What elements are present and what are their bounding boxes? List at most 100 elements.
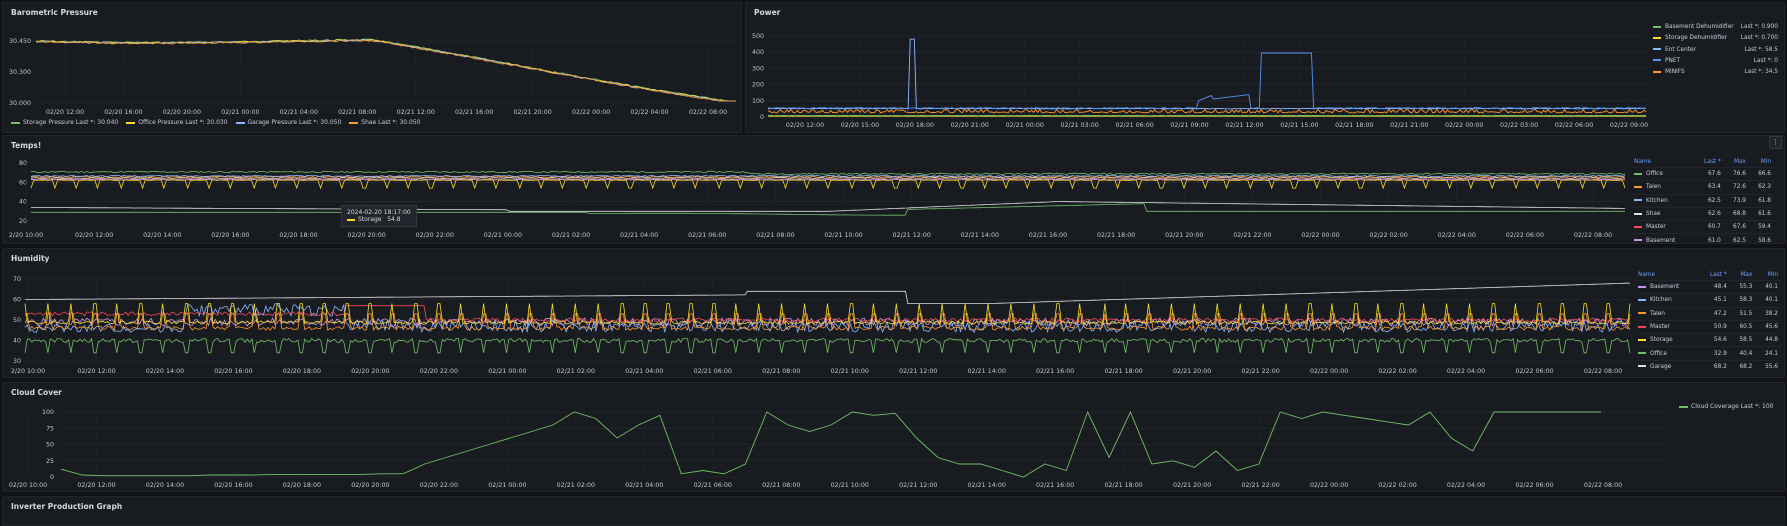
legend-swatch (1653, 26, 1661, 28)
pressure-series-line (36, 39, 736, 101)
x-tick-label: 02/20 18:00 (283, 482, 321, 489)
legend-item[interactable]: Garage Pressure Last *: 30.050 (236, 119, 342, 126)
legend-max-value: 60.5 (1730, 320, 1756, 333)
legend-series-name: Shae (1646, 211, 1660, 217)
x-tick-label: 02/22 06:00 (1555, 122, 1593, 129)
legend-item[interactable]: Cloud Coverage Last *: 100 (1679, 403, 1774, 410)
x-tick-label: 02/22 06:00 (1515, 368, 1553, 375)
x-tick-label: 02/22 02:00 (1378, 368, 1416, 375)
legend-item[interactable]: Storage Pressure Last *: 30.040 (11, 119, 118, 126)
legend-swatch (1653, 59, 1661, 61)
x-tick-label: 02/21 08:00 (756, 232, 794, 239)
x-tick-label: 02/20 12:00 (786, 122, 824, 129)
tooltip-value: 54.8 (387, 216, 400, 223)
x-tick-label: 02/21 06:00 (688, 232, 726, 239)
x-tick-label: 02/22 03:00 (1500, 122, 1538, 129)
x-tick-label: 02/21 09:00 (1170, 122, 1208, 129)
legend-series-name: Master (1650, 324, 1670, 330)
x-tick-label: 02/21 12:00 (397, 109, 435, 116)
legend-max-value: 73.9 (1724, 194, 1749, 207)
legend-max-value: 68.2 (1730, 360, 1756, 373)
tooltip-swatch (347, 219, 355, 221)
x-tick-label: 02/21 00:00 (221, 109, 259, 116)
legend-swatch (1638, 365, 1646, 367)
x-tick-label: 02/20 14:00 (143, 232, 181, 239)
legend-item[interactable]: PNET Last *: 0 (1653, 58, 1778, 69)
x-tick-label: 02/21 20:00 (1173, 482, 1211, 489)
legend-column-header[interactable]: Name (1631, 157, 1694, 168)
y-tick-label: 0 (50, 474, 54, 481)
x-tick-label: 02/21 12:00 (893, 232, 931, 239)
legend-label: Ent Center (1665, 47, 1696, 53)
x-tick-label: 02/20 20:00 (348, 232, 386, 239)
legend-last-value: Last *: 0 (1754, 58, 1778, 64)
legend-swatch (349, 122, 358, 124)
x-tick-label: 02/21 22:00 (1241, 368, 1279, 375)
legend-swatch (1679, 406, 1688, 408)
legend-column-header[interactable]: Last * (1699, 270, 1730, 281)
legend-last-value: Last *: 30.050 (299, 119, 341, 126)
legend-last-value: 60.7 (1694, 221, 1724, 234)
legend-last-value: Last *: 30.040 (76, 119, 118, 126)
pressure-series-line (36, 40, 736, 101)
x-tick-label: 02/20 16:00 (214, 368, 252, 375)
legend-item[interactable]: Office Pressure Last *: 30.030 (126, 119, 227, 126)
legend-column-header[interactable]: Name (1635, 270, 1699, 281)
x-tick-label: 02/20 15:00 (841, 122, 879, 129)
legend-label: PNET (1665, 58, 1680, 64)
legend-column-header[interactable]: Last * (1694, 157, 1724, 168)
x-tick-label: 02/21 04:00 (625, 482, 663, 489)
legend-swatch (1638, 299, 1646, 301)
legend-series-name: Garage (1650, 364, 1671, 370)
legend-series-name: Office (1650, 351, 1667, 357)
legend-column-header[interactable]: Max (1724, 157, 1749, 168)
x-tick-label: 02/22 06:00 (1515, 482, 1553, 489)
x-tick-label: 2/20 10:00 (9, 232, 43, 239)
x-tick-label: 02/21 12:00 (899, 482, 937, 489)
legend-series-name: Office (1646, 171, 1663, 177)
x-tick-label: 02/20 22:00 (420, 482, 458, 489)
panel-title[interactable]: Inverter Production Graph (11, 502, 122, 511)
legend-min-value: 59.4 (1749, 221, 1774, 234)
legend-item[interactable]: Shae Last *: 30.050 (349, 119, 420, 126)
x-tick-label: 02/21 02:00 (552, 232, 590, 239)
y-tick-label: 100 (752, 98, 764, 105)
legend-column-header[interactable]: Min (1749, 157, 1774, 168)
legend-max-value: 68.8 (1724, 207, 1749, 220)
pressure-series-line (36, 40, 736, 101)
legend-max-value: 72.6 (1724, 181, 1749, 194)
legend-column-header[interactable]: Max (1730, 270, 1756, 281)
x-tick-label: 02/21 00:00 (488, 482, 526, 489)
legend-column-header[interactable]: Min (1755, 270, 1781, 281)
legend-min-value: 38.2 (1755, 307, 1781, 320)
x-tick-label: 02/21 08:00 (338, 109, 376, 116)
y-tick-label: 60 (13, 297, 21, 304)
legend-label: Shae (361, 119, 378, 126)
x-tick-label: 02/20 18:00 (896, 122, 934, 129)
legend-series-name: Talen (1650, 311, 1665, 317)
